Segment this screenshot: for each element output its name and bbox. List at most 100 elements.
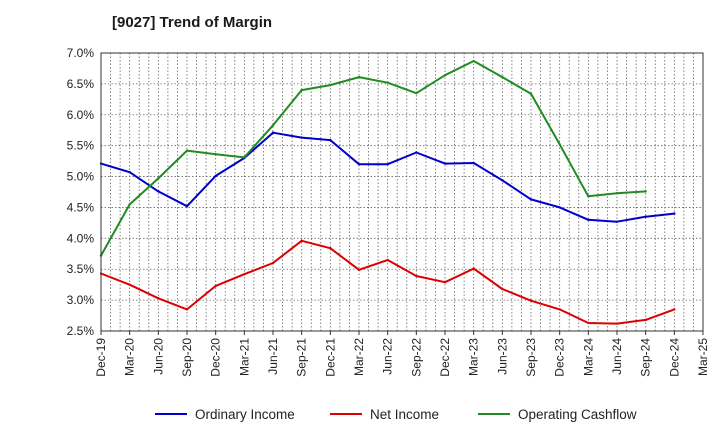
- data-point-net-income: [443, 280, 447, 284]
- x-tick-label: Jun-22: [381, 338, 395, 375]
- y-tick-label: 6.0%: [67, 108, 95, 122]
- x-tick-label: Mar-22: [352, 338, 366, 376]
- plot-area: [101, 53, 703, 331]
- axis-layer: 2.5% 3.0% 3.5% 4.0% 4.5% 5.0% 5.5% 6.0% 6.5% 7.0%…: [67, 46, 710, 377]
- data-point-operating-cashflow: [615, 192, 619, 195]
- data-point-operating-cashflow: [329, 83, 332, 87]
- legend-label-operating-cashflow: Operating Cashflow: [518, 407, 637, 422]
- data-point-net-income: [300, 239, 303, 243]
- data-point-net-income: [357, 268, 361, 272]
- data-point-ordinary-income: [673, 212, 676, 215]
- y-tick-label: 5.5%: [67, 139, 95, 153]
- data-point-ordinary-income: [386, 163, 389, 166]
- x-tick-label: Dec-19: [94, 338, 108, 377]
- x-tick-label: Mar-24: [581, 338, 595, 376]
- data-point-net-income: [558, 308, 561, 311]
- data-point-ordinary-income: [529, 198, 533, 201]
- x-tick-label: Mar-25: [696, 338, 710, 376]
- data-point-operating-cashflow: [271, 124, 275, 127]
- data-point-ordinary-income: [128, 171, 131, 174]
- data-point-operating-cashflow: [386, 81, 389, 84]
- x-tick-label: Mar-20: [123, 338, 137, 376]
- x-tick-label: Mar-23: [467, 338, 481, 376]
- data-point-operating-cashflow: [472, 59, 475, 63]
- x-tick-label: Jun-20: [151, 338, 165, 375]
- data-point-ordinary-income: [300, 136, 303, 139]
- y-tick-label: 4.0%: [67, 231, 95, 245]
- x-tick-label: Jun-24: [610, 338, 624, 375]
- data-point-operating-cashflow: [587, 195, 590, 198]
- data-point-net-income: [128, 283, 131, 286]
- data-point-net-income: [529, 299, 533, 302]
- x-tick-label: Dec-20: [209, 338, 223, 377]
- legend-label-ordinary-income: Ordinary Income: [195, 407, 295, 422]
- data-point-net-income: [615, 322, 619, 325]
- x-tick-label: Dec-21: [323, 338, 337, 377]
- x-tick-label: Jun-21: [266, 338, 280, 375]
- legend: Ordinary Income Net Income Operating Cashf…: [155, 407, 637, 422]
- data-point-ordinary-income: [443, 162, 447, 165]
- data-point-net-income: [185, 308, 189, 311]
- data-point-operating-cashflow: [443, 74, 447, 77]
- data-point-operating-cashflow: [300, 88, 303, 92]
- data-point-ordinary-income: [185, 205, 189, 208]
- y-tick-label: 3.0%: [67, 293, 95, 307]
- data-point-ordinary-income: [501, 179, 504, 182]
- data-point-net-income: [587, 321, 590, 325]
- data-point-net-income: [214, 284, 217, 288]
- data-point-net-income: [386, 258, 389, 262]
- data-point-ordinary-income: [415, 151, 418, 154]
- x-tick-label: Dec-24: [667, 338, 681, 377]
- x-tick-label: Dec-22: [438, 338, 452, 377]
- data-point-ordinary-income: [329, 138, 332, 142]
- data-point-operating-cashflow: [185, 149, 189, 152]
- data-point-ordinary-income: [644, 215, 647, 218]
- legend-label-net-income: Net Income: [370, 407, 439, 422]
- data-point-operating-cashflow: [128, 203, 131, 206]
- chart-title: [9027] Trend of Margin: [112, 14, 273, 31]
- data-point-operating-cashflow: [644, 190, 647, 193]
- data-point-operating-cashflow: [157, 177, 160, 180]
- data-point-ordinary-income: [214, 174, 217, 178]
- x-tick-label: Sep-20: [180, 338, 194, 377]
- data-point-operating-cashflow: [357, 75, 361, 79]
- x-tick-label: Sep-22: [409, 338, 423, 377]
- x-tick-label: Dec-23: [553, 338, 567, 377]
- data-point-operating-cashflow: [501, 75, 504, 79]
- data-point-net-income: [673, 308, 676, 311]
- data-point-net-income: [157, 297, 160, 300]
- y-tick-label: 6.5%: [67, 77, 95, 91]
- plot-frame: [100, 52, 704, 332]
- series-layer: [99, 59, 676, 325]
- data-point-net-income: [472, 267, 475, 270]
- y-tick-label: 7.0%: [67, 46, 95, 60]
- y-tick-label: 5.0%: [67, 170, 95, 184]
- data-point-ordinary-income: [357, 163, 361, 166]
- y-tick-label: 3.5%: [67, 262, 95, 276]
- x-tick-label: Mar-21: [237, 338, 251, 376]
- data-point-net-income: [501, 287, 504, 291]
- data-point-operating-cashflow: [415, 91, 418, 95]
- x-tick-label: Sep-21: [295, 338, 309, 377]
- grid-layer: [100, 52, 704, 332]
- data-point-net-income: [271, 261, 275, 265]
- data-point-net-income: [415, 274, 418, 278]
- y-tick-label: 4.5%: [67, 200, 95, 214]
- data-point-net-income: [644, 318, 647, 322]
- data-point-operating-cashflow: [243, 156, 246, 159]
- y-tick-label: 2.5%: [67, 324, 95, 338]
- data-point-operating-cashflow: [529, 92, 533, 95]
- data-point-ordinary-income: [271, 131, 275, 134]
- x-tick-label: Sep-24: [639, 338, 653, 377]
- data-point-ordinary-income: [472, 161, 475, 165]
- data-point-net-income: [329, 247, 332, 250]
- x-tick-label: Jun-23: [495, 338, 509, 375]
- series-line-operating-cashflow: [100, 60, 646, 257]
- data-point-operating-cashflow: [214, 153, 217, 156]
- data-point-ordinary-income: [558, 206, 561, 209]
- data-point-net-income: [243, 272, 246, 276]
- data-point-ordinary-income: [587, 218, 590, 221]
- x-tick-label: Sep-23: [524, 338, 538, 377]
- data-point-ordinary-income: [157, 190, 160, 193]
